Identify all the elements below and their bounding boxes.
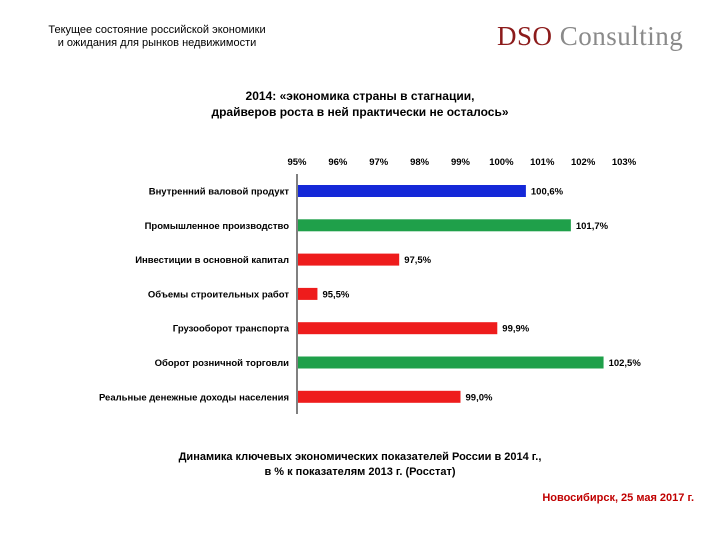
value-label: 95,5% — [322, 289, 349, 300]
chart-caption-line2: в % к показателям 2013 г. (Росстат) — [264, 466, 456, 478]
category-label: Оборот розничной торговли — [155, 358, 290, 369]
x-tick-label: 101% — [530, 157, 555, 168]
value-label: 99,9% — [502, 324, 529, 335]
chart-caption-line1: Динамика ключевых экономических показате… — [178, 451, 542, 463]
presentation-title: Текущее состояние российской экономики и… — [22, 24, 292, 50]
bar — [298, 287, 318, 300]
value-label: 102,5% — [609, 358, 642, 369]
x-tick-label: 102% — [571, 157, 596, 168]
x-tick-label: 103% — [612, 157, 637, 168]
company-logo: DSO Consulting — [497, 21, 683, 52]
slide-title: 2014: «экономика страны в стагнации, дра… — [150, 88, 570, 120]
presentation-title-line2: и ожидания для рынков недвижимости — [57, 37, 257, 49]
bar — [298, 219, 571, 232]
x-tick-label: 98% — [410, 157, 430, 168]
category-label: Промышленное производство — [145, 221, 290, 232]
logo-brand-text: DSO — [497, 21, 553, 51]
x-tick-label: 100% — [489, 157, 514, 168]
category-label: Внутренний валовой продукт — [149, 187, 290, 198]
category-label: Реальные денежные доходы населения — [99, 392, 289, 403]
bar — [298, 253, 400, 266]
slide-title-line2: драйверов роста в ней практически не ост… — [211, 105, 509, 119]
value-label: 101,7% — [576, 221, 609, 232]
category-label: Объемы строительных работ — [148, 289, 289, 300]
slide-title-line1: 2014: «экономика страны в стагнации, — [245, 89, 475, 103]
value-label: 97,5% — [404, 255, 431, 266]
place-date-note: Новосибирск, 25 мая 2017 г. — [542, 492, 694, 504]
bar — [298, 356, 604, 369]
bar — [298, 390, 461, 403]
x-tick-label: 97% — [369, 157, 389, 168]
x-tick-label: 95% — [287, 157, 307, 168]
value-label: 100,6% — [531, 187, 564, 198]
bar — [298, 322, 498, 335]
logo-rest-text: Consulting — [552, 21, 684, 51]
presentation-title-line1: Текущее состояние российской экономики — [48, 24, 266, 36]
x-tick-label: 99% — [451, 157, 471, 168]
chart-caption: Динамика ключевых экономических показате… — [120, 450, 600, 480]
bar — [298, 185, 526, 197]
category-label: Грузооборот транспорта — [173, 324, 290, 335]
value-label: 99,0% — [466, 392, 493, 403]
x-tick-label: 96% — [328, 157, 348, 168]
category-label: Инвестиции в основной капитал — [135, 255, 289, 266]
